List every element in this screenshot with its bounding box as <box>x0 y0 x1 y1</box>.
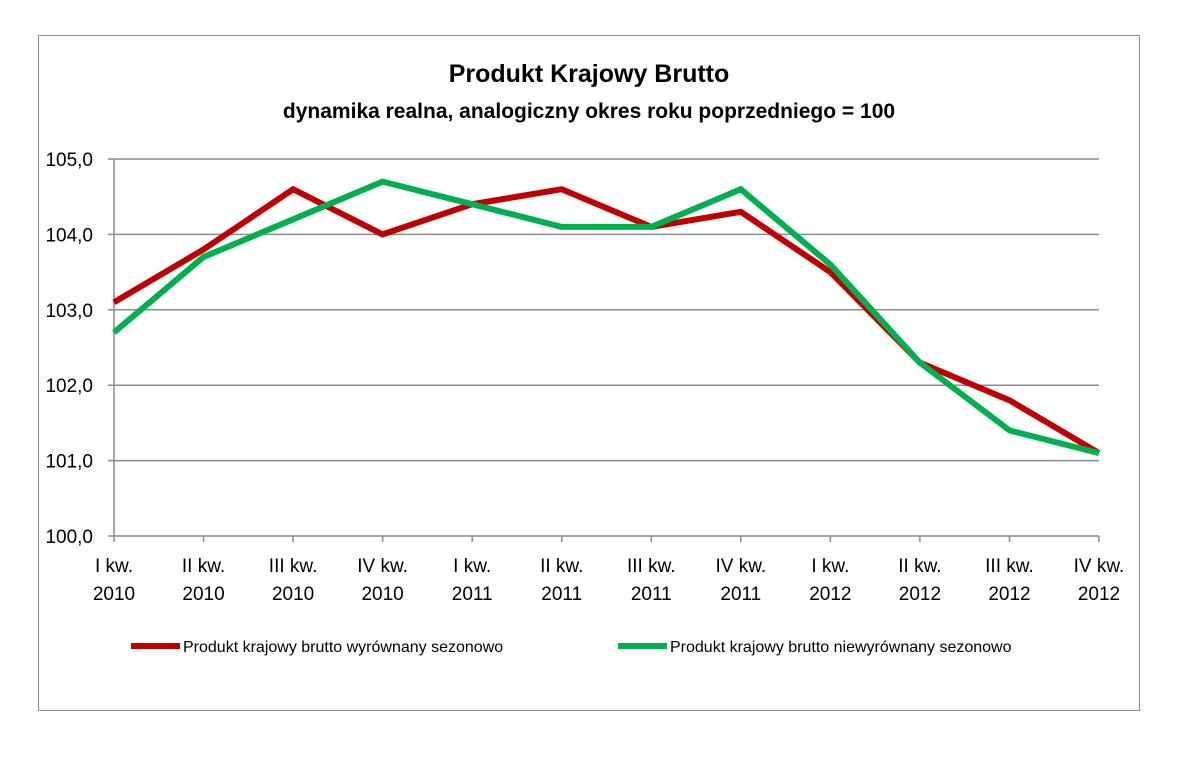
gridlines <box>114 158 1099 462</box>
x-tick-label-quarter: III kw. <box>627 556 676 577</box>
y-axis-labels: 100,0 101,0 102,0 103,0 104,0 105,0 <box>45 150 93 548</box>
y-tick-label: 105,0 <box>45 150 93 171</box>
series-line-2 <box>112 178 1100 457</box>
x-tick-label-quarter: II kw. <box>182 556 225 577</box>
x-tick-label-year: 2011 <box>720 584 761 605</box>
legend-label-1: Produkt krajowy brutto wyrównany sezonow… <box>183 639 503 656</box>
x-tick-label-quarter: III kw. <box>269 556 318 577</box>
x-tick-label-quarter: II kw. <box>898 556 941 577</box>
axes <box>108 158 1100 542</box>
chart-subtitle: dynamika realna, analogiczny okres roku … <box>283 100 895 123</box>
x-tick-label-year: 2011 <box>541 584 582 605</box>
x-tick-label-quarter: I kw. <box>95 556 133 577</box>
x-tick-label-year: 2010 <box>182 584 224 605</box>
y-tick-label: 101,0 <box>45 452 93 473</box>
x-tick-label-year: 2011 <box>452 584 493 605</box>
x-tick-label-year: 2012 <box>809 584 851 605</box>
legend-label-2: Produkt krajowy brutto niewyrównany sezo… <box>670 639 1012 656</box>
x-tick-label-quarter: I kw. <box>811 556 849 577</box>
y-tick-label: 104,0 <box>45 225 93 246</box>
x-tick-label-year: 2012 <box>1078 584 1120 605</box>
x-tick-label-quarter: IV kw. <box>1074 556 1125 577</box>
x-tick-label-year: 2010 <box>272 584 314 605</box>
y-tick-label: 100,0 <box>45 527 93 548</box>
x-tick-label-year: 2011 <box>631 584 672 605</box>
x-tick-label-year: 2010 <box>361 584 403 605</box>
x-tick-label-quarter: IV kw. <box>357 556 408 577</box>
chart-title: Produkt Krajowy Brutto <box>449 60 730 88</box>
x-tick-label-quarter: III kw. <box>985 556 1034 577</box>
y-tick-label: 103,0 <box>45 301 93 322</box>
y-tick-label: 102,0 <box>45 376 93 397</box>
x-tick-label-quarter: II kw. <box>540 556 583 577</box>
x-tick-label-year: 2010 <box>93 584 135 605</box>
x-tick-label-year: 2012 <box>899 584 941 605</box>
x-axis-labels: I kw. 2010 II kw. 2010 III kw. 2010 IV kw. 2010… <box>93 556 1124 605</box>
x-tick-label-quarter: I kw. <box>453 556 491 577</box>
x-tick-label-quarter: IV kw. <box>715 556 766 577</box>
chart-frame <box>38 35 1140 711</box>
legend: Produkt krajowy brutto wyrównany sezonow… <box>131 639 1012 656</box>
x-tick-label-year: 2012 <box>988 584 1030 605</box>
series-line-1 <box>112 185 1101 456</box>
series-lines <box>112 178 1101 457</box>
